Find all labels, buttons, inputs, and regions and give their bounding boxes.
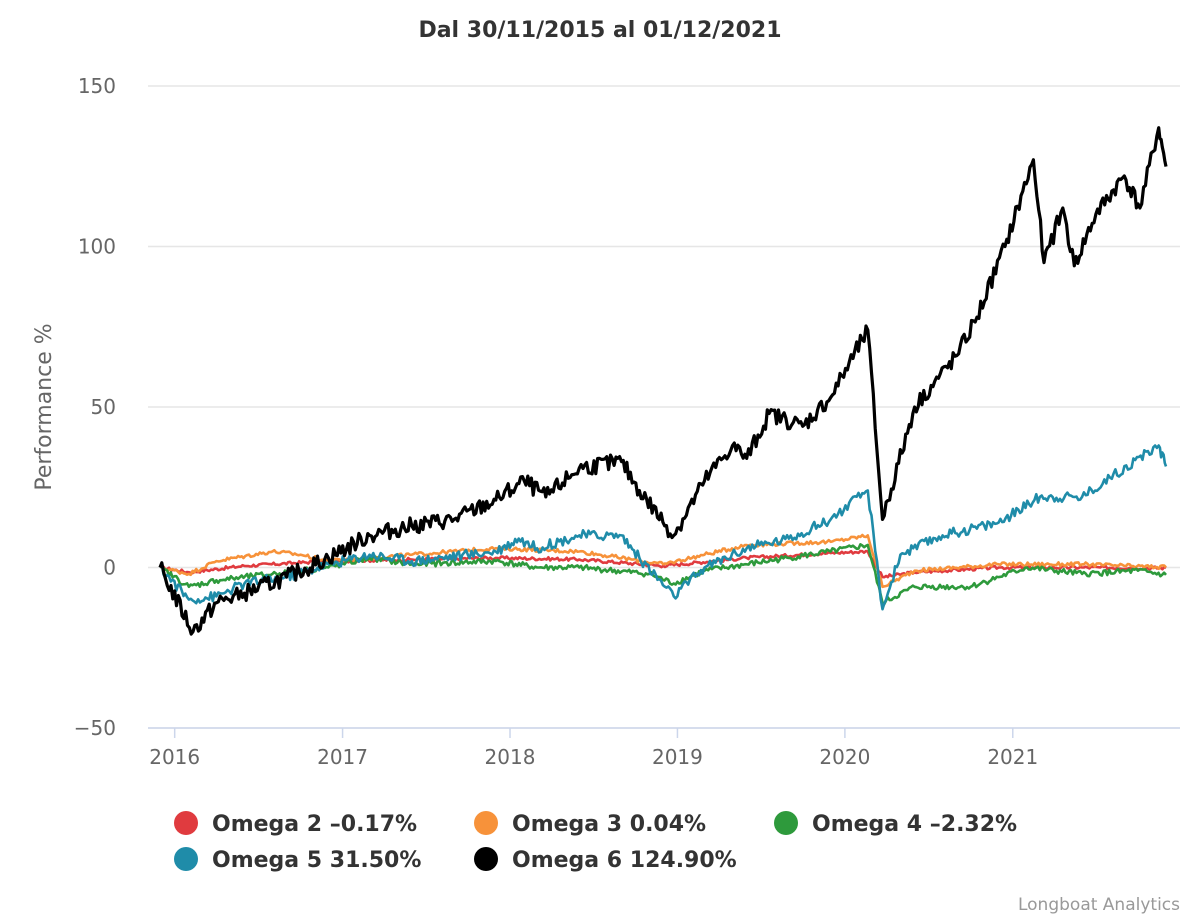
legend-item[interactable]: Omega 6 124.90% xyxy=(474,847,737,873)
legend-label: Omega 3 0.04% xyxy=(512,812,706,837)
y-tick-label: 100 xyxy=(78,235,116,259)
x-tick-label: 2020 xyxy=(819,745,870,769)
legend-item[interactable]: Omega 2 –0.17% xyxy=(174,811,417,837)
legend-label: Omega 4 –2.32% xyxy=(812,812,1017,837)
x-tick-label: 2018 xyxy=(485,745,536,769)
legend-marker xyxy=(774,811,798,835)
legend-item[interactable]: Omega 3 0.04% xyxy=(474,811,706,837)
y-tick-label: 150 xyxy=(78,74,116,98)
chart-title: Dal 30/11/2015 al 01/12/2021 xyxy=(418,18,781,43)
series-line-5 xyxy=(158,444,1168,611)
y-axis-label: Performance % xyxy=(32,323,57,490)
legend: Omega 2 –0.17% Omega 3 0.04% Omega 4 –2.32… xyxy=(174,811,1017,873)
legend-item[interactable]: Omega 5 31.50% xyxy=(174,847,421,873)
legend-marker xyxy=(174,847,198,871)
series-line-6 xyxy=(158,126,1168,636)
legend-label: Omega 5 31.50% xyxy=(212,848,421,873)
x-tick-label: 2017 xyxy=(317,745,368,769)
y-tick-label: 50 xyxy=(91,395,116,419)
x-axis: 2016 2017 2018 2019 2020 2021 xyxy=(148,727,1180,769)
legend-marker xyxy=(474,847,498,871)
legend-marker xyxy=(174,811,198,835)
y-axis-tick-labels: −50 0 50 100 150 xyxy=(74,74,116,740)
legend-item[interactable]: Omega 4 –2.32% xyxy=(774,811,1017,837)
legend-label: Omega 6 124.90% xyxy=(512,848,737,873)
chart-credit: Longboat Analytics xyxy=(1018,895,1180,915)
x-tick-label: 2016 xyxy=(149,745,200,769)
legend-marker xyxy=(474,811,498,835)
y-tick-label: −50 xyxy=(74,716,116,740)
y-tick-label: 0 xyxy=(103,556,116,580)
series-lines xyxy=(158,126,1168,636)
x-tick-label: 2019 xyxy=(652,745,703,769)
legend-label: Omega 2 –0.17% xyxy=(212,812,417,837)
series-line-4 xyxy=(159,543,1167,606)
x-tick-label: 2021 xyxy=(987,745,1038,769)
